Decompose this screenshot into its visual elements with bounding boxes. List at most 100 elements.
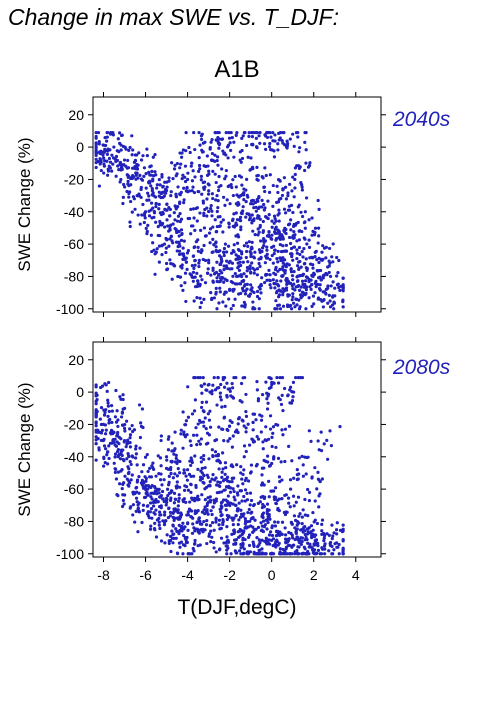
data-point bbox=[262, 202, 266, 207]
data-point bbox=[202, 297, 206, 301]
data-point bbox=[283, 268, 287, 273]
data-point bbox=[168, 224, 172, 228]
data-point bbox=[283, 143, 287, 147]
data-point bbox=[202, 410, 206, 414]
data-point bbox=[213, 218, 217, 222]
data-point bbox=[193, 499, 197, 503]
data-point bbox=[293, 552, 297, 556]
data-point bbox=[200, 400, 204, 404]
data-point bbox=[170, 460, 174, 464]
data-point bbox=[231, 217, 235, 221]
data-point bbox=[328, 429, 332, 433]
data-point bbox=[260, 483, 264, 487]
data-point bbox=[118, 141, 122, 146]
data-point bbox=[296, 130, 300, 135]
data-point bbox=[284, 197, 289, 201]
data-point bbox=[216, 155, 220, 159]
data-point bbox=[282, 207, 287, 211]
data-point bbox=[291, 395, 295, 399]
data-point bbox=[275, 307, 279, 311]
data-point bbox=[336, 271, 340, 275]
data-point bbox=[336, 545, 340, 549]
data-point bbox=[281, 287, 285, 291]
data-point bbox=[122, 459, 126, 463]
data-point bbox=[259, 529, 263, 533]
data-point bbox=[278, 289, 283, 293]
data-point bbox=[256, 525, 261, 529]
data-point bbox=[259, 291, 263, 295]
data-point bbox=[121, 201, 125, 206]
data-point bbox=[130, 210, 134, 214]
data-point bbox=[274, 238, 278, 242]
data-point bbox=[278, 130, 283, 135]
data-point bbox=[232, 489, 236, 494]
data-point bbox=[172, 501, 176, 505]
data-point bbox=[280, 375, 285, 380]
data-point bbox=[270, 461, 274, 466]
data-point bbox=[271, 431, 275, 435]
data-point bbox=[115, 432, 120, 437]
data-point bbox=[318, 479, 322, 484]
data-point bbox=[265, 391, 269, 395]
data-point bbox=[297, 298, 301, 302]
data-point bbox=[191, 270, 196, 274]
data-point bbox=[138, 446, 142, 450]
data-point bbox=[96, 437, 100, 441]
data-point bbox=[255, 294, 260, 299]
data-point bbox=[262, 458, 266, 463]
data-point bbox=[229, 279, 233, 284]
data-point bbox=[290, 274, 295, 278]
data-point bbox=[284, 231, 288, 236]
data-point bbox=[315, 487, 319, 491]
data-point bbox=[155, 492, 159, 496]
data-point bbox=[173, 472, 177, 476]
data-point bbox=[196, 245, 200, 249]
data-point bbox=[98, 417, 102, 421]
data-point bbox=[284, 243, 288, 247]
data-point bbox=[115, 492, 119, 497]
data-point bbox=[146, 469, 150, 474]
data-point bbox=[290, 235, 295, 240]
data-point bbox=[213, 450, 218, 454]
data-point bbox=[97, 448, 101, 452]
y-tick-label: -20 bbox=[64, 171, 84, 187]
data-point bbox=[248, 267, 252, 271]
data-point bbox=[126, 158, 130, 163]
data-point bbox=[266, 520, 270, 525]
data-point bbox=[231, 303, 235, 308]
data-point bbox=[169, 490, 173, 495]
data-point bbox=[167, 541, 171, 545]
data-point bbox=[131, 148, 135, 152]
data-point bbox=[157, 178, 161, 182]
data-point bbox=[195, 271, 199, 275]
data-point bbox=[222, 385, 227, 389]
data-point bbox=[199, 178, 203, 182]
data-point bbox=[231, 465, 235, 469]
data-point bbox=[244, 430, 248, 434]
data-point bbox=[262, 519, 266, 523]
data-point bbox=[217, 483, 221, 488]
data-point bbox=[238, 219, 243, 223]
data-point bbox=[307, 245, 312, 249]
data-point bbox=[310, 476, 314, 480]
data-point bbox=[190, 509, 194, 513]
data-point bbox=[325, 532, 329, 536]
data-point bbox=[193, 245, 197, 249]
data-point bbox=[155, 186, 159, 190]
data-point bbox=[244, 241, 249, 245]
data-point bbox=[94, 393, 98, 398]
data-point bbox=[169, 549, 173, 554]
data-point bbox=[341, 283, 345, 287]
data-point bbox=[227, 222, 231, 226]
data-point bbox=[212, 375, 216, 380]
data-point bbox=[157, 202, 161, 206]
data-point bbox=[235, 428, 239, 432]
data-point bbox=[157, 190, 161, 194]
data-point bbox=[292, 144, 296, 148]
data-point bbox=[240, 192, 245, 196]
data-point bbox=[224, 304, 228, 308]
data-point bbox=[258, 500, 262, 504]
data-point bbox=[190, 496, 194, 500]
data-point bbox=[283, 526, 287, 530]
data-point bbox=[278, 398, 282, 402]
